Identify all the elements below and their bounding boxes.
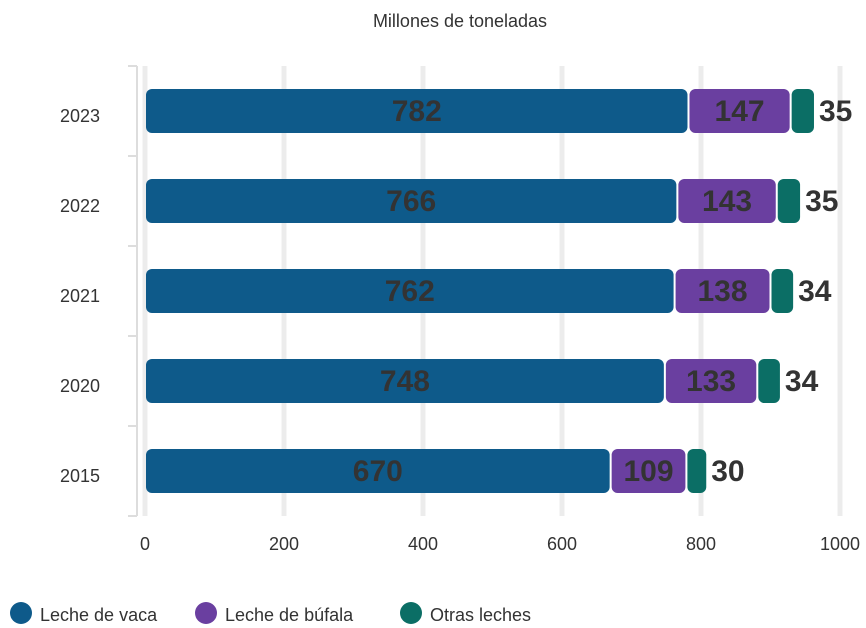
bar-segment: [146, 179, 677, 223]
bar-segment: [689, 89, 790, 133]
data-label: 34: [798, 275, 832, 308]
data-label: 782: [392, 95, 442, 128]
bar-segment: [687, 449, 707, 493]
data-label: 670: [353, 455, 403, 488]
y-tick-label: 2023: [60, 106, 100, 126]
bar-segment: [146, 89, 688, 133]
data-label: 133: [686, 365, 736, 398]
data-label: 762: [385, 275, 435, 308]
x-tick-label: 800: [686, 534, 716, 554]
data-label: 30: [711, 455, 744, 488]
x-tick-label: 200: [269, 534, 299, 554]
x-tick-label: 1000: [820, 534, 860, 554]
bar-segment: [665, 359, 757, 403]
legend-label: Leche de vaca: [40, 605, 158, 625]
data-label: 138: [698, 275, 748, 308]
bar-segment: [146, 359, 664, 403]
legend-label: Leche de búfala: [225, 605, 354, 625]
y-tick-label: 2022: [60, 196, 100, 216]
y-tick-label: 2021: [60, 286, 100, 306]
bar-segment: [777, 179, 801, 223]
legend-label: Otras leches: [430, 605, 531, 625]
data-label: 35: [805, 185, 838, 218]
bar-segment: [146, 449, 610, 493]
x-tick-label: 0: [140, 534, 150, 554]
bar-segment: [611, 449, 686, 493]
data-label: 35: [819, 95, 852, 128]
bar-segment: [771, 269, 794, 313]
bar-segment: [675, 269, 770, 313]
data-label: 143: [702, 185, 752, 218]
y-tick-label: 2020: [60, 376, 100, 396]
legend-swatch: [195, 602, 217, 624]
legend-swatch: [10, 602, 32, 624]
chart-title: Millones de toneladas: [373, 11, 547, 31]
x-tick-label: 400: [408, 534, 438, 554]
bar-segment: [678, 179, 776, 223]
data-label: 34: [785, 365, 819, 398]
x-tick-label: 600: [547, 534, 577, 554]
bar-segment: [758, 359, 780, 403]
y-tick-label: 2015: [60, 466, 100, 486]
data-label: 109: [623, 455, 673, 488]
bar-segment: [146, 269, 674, 313]
bar-segment: [791, 89, 814, 133]
data-label: 147: [715, 95, 765, 128]
legend-swatch: [400, 602, 422, 624]
data-label: 766: [386, 185, 436, 218]
data-label: 748: [380, 365, 430, 398]
